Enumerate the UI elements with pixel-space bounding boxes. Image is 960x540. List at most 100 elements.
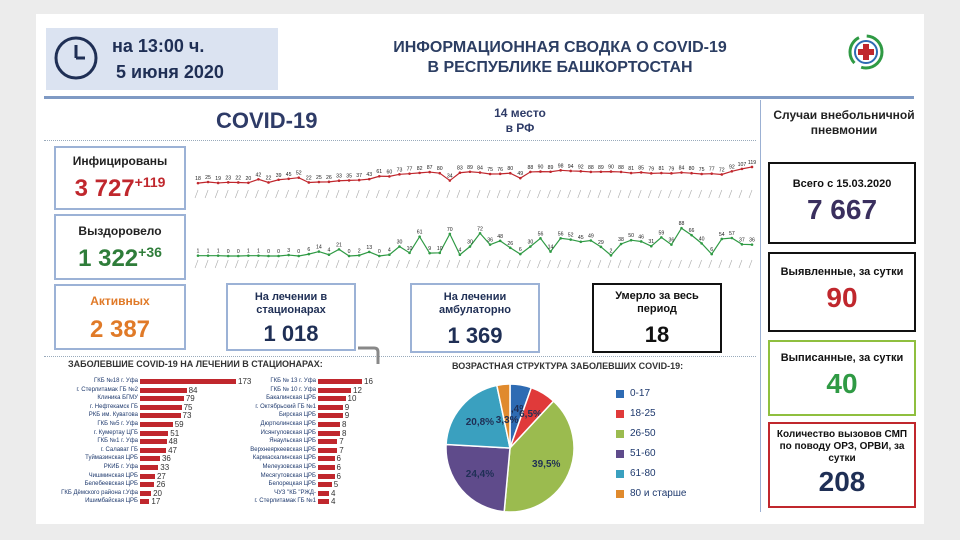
infected-date-tick [668,189,672,199]
infected-value-label: 82 [417,166,423,172]
hospital-value: 79 [185,394,195,404]
recovered-value-label: 6 [710,247,713,253]
legend-label: 61-80 [630,468,656,479]
pneumonia-detected-label: Выявленные, за сутки [780,266,904,278]
hospital-row: ГКБ Дёмского района г.Уфа 20 [54,489,274,498]
recovered-value-label: 4 [388,248,391,254]
hospital-bar [140,482,155,488]
recovered-point [226,254,230,258]
infected-point [236,181,240,184]
title-line-1: ИНФОРМАЦИОННАЯ СВОДКА О COVID-19 [393,39,727,56]
recovered-point [569,238,572,241]
recovered-point [649,244,653,248]
recovered-point [448,232,452,236]
recovered-point [418,235,421,239]
hospital-row: г. Стерлитамак ГБ №2 84 [54,386,274,395]
recovered-value-label: 88 [679,221,685,227]
infected-value-label: 94 [568,164,574,170]
recovered-value-label: 13 [366,245,372,251]
legend-swatch [616,470,624,478]
recovered-point [388,253,391,257]
recovered-value-label: 29 [598,240,604,246]
hospital-name: г. Салават ГБ [100,446,138,453]
hospital-name: Туймазинская ЦРБ [85,455,138,462]
pie-slice-label: 6,5% [519,409,542,420]
infected-value-label: 80 [507,166,513,172]
infected-point [508,171,512,175]
infected-date-tick [587,189,592,199]
recovered-date-tick [355,259,360,269]
infected-value-label: 81 [628,166,634,172]
hospital-value: 10 [347,394,357,404]
infected-value-label: 89 [548,165,554,171]
recovered-date-tick [597,259,602,269]
hospital-row: ГКБ №5 г. Уфа 59 [54,420,274,429]
infected-value-label: 37 [356,173,362,179]
hospital-name: ГКБ Дёмского района г.Уфа [61,489,138,496]
clock-icon [54,36,98,80]
infected-point [680,171,683,174]
infected-point [327,180,331,184]
hospital-name: ГКБ №1 г. Уфа [97,438,138,445]
recovered-point [700,242,703,245]
recovered-value-label: 30 [528,240,534,246]
recovered-value-label: 36 [669,238,675,244]
recovered-date-tick [476,259,481,269]
hospital-value: 26 [156,480,166,490]
hospital-value: 5 [333,480,339,490]
recovered-point [267,254,270,258]
pneumonia-detected-box: Выявленные, за сутки 90 [768,252,916,332]
infected-date-tick [456,189,461,199]
recovered-value-label: 0 [227,249,230,255]
infected-date-tick [335,189,340,199]
hospital-row: Исянгуловская ЦРБ 8 [236,429,396,438]
hospital-row: Белорецкая ЦРБ 5 [236,480,396,490]
hospital-bar [318,396,346,402]
infected-point [750,165,754,169]
hospital-value: 59 [174,420,184,429]
hospital-row: Кармаскалинская ЦРБ 6 [236,454,396,463]
infected-value-label: 75 [699,167,705,173]
recovered-value-label: 45 [578,235,584,241]
outpatient-value: 1 369 [447,323,503,348]
hospital-row: РКБ им. Куватова 73 [54,411,274,420]
infected-point [609,170,613,173]
recovered-value-label: 14 [548,245,554,251]
infected-value-label: 90 [608,165,614,171]
deaths-box: Умерло за весь период 18 [592,283,722,353]
hospitals-left-list: ГКБ №18 г. Уфа 173 г. Стерлитамак ГБ №2 84 К… [54,377,274,518]
section-divider [44,356,756,357]
age-pie-chart: 5,4%6,5% 39,5% 24,4% 20,8% 3,3% [445,383,575,513]
recovered-delta: +36 [138,244,162,260]
infected-value-label: 88 [588,165,594,171]
recovered-date-tick [708,259,712,269]
recovered-date-tick [557,259,561,269]
recovered-date-tick [255,259,259,269]
infected-value-label: 90 [538,165,544,171]
hospital-row: Белебеевская ЦРБ 26 [54,480,274,490]
infected-point [569,169,572,173]
recovered-date-tick [386,259,390,269]
recovered-value-label: 57 [729,231,735,237]
infected-value-label: 18 [195,176,201,182]
recovered-point [478,231,482,235]
recovered-date-tick [345,259,350,269]
infected-date-tick [345,189,350,199]
active-box: Активных 2 387 [54,284,186,350]
recovered-value-label: 9 [428,246,431,252]
infected-date-tick [235,189,239,199]
hospital-value: 48 [168,437,178,447]
infected-value-label: 92 [729,164,735,170]
recovered-value-label: 30 [467,240,473,246]
outpatient-label: На лечении амбулаторно [439,291,511,316]
infected-date-tick [496,189,501,199]
hospital-value: 33 [160,463,170,472]
hospital-row: г. Октябрьский ГБ №1 9 [236,403,396,412]
hospital-bar [318,456,335,462]
hospital-name: Янаульская ЦРБ [269,438,316,445]
infected-value-label: 34 [447,174,453,180]
recovered-date-tick [446,259,451,269]
recovered-point [609,254,613,257]
recovered-point [690,233,693,237]
active-value: 2 387 [89,316,151,343]
